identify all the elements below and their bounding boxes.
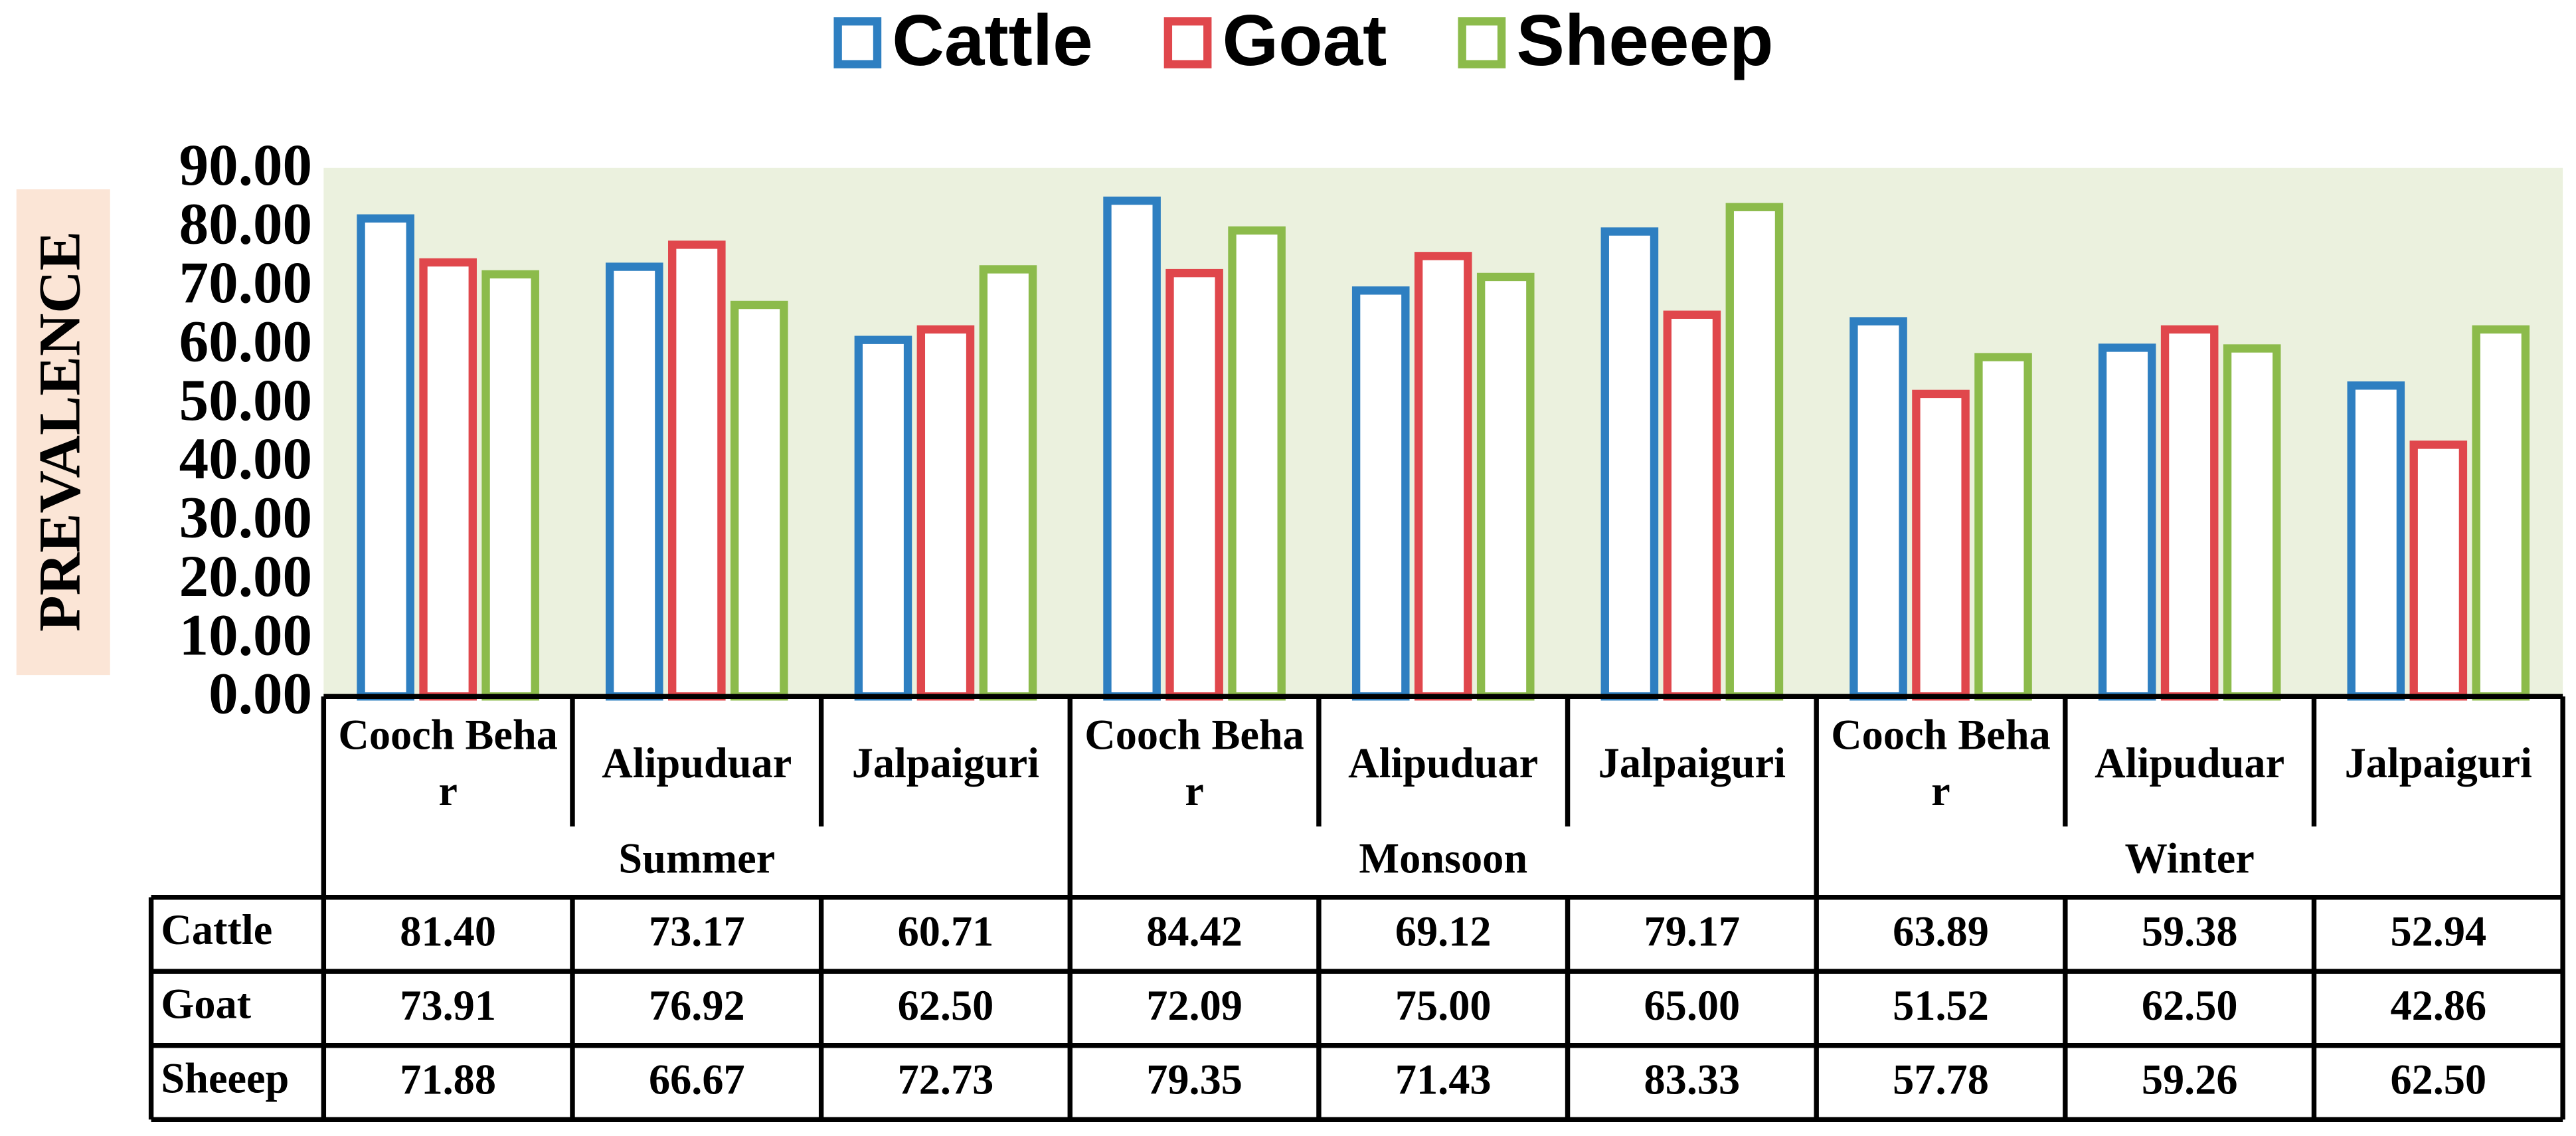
bar [979,265,1037,701]
table-value: 52.94 [2390,908,2486,955]
category-label: Jalpaiguri [851,738,1040,787]
category-label: Cooch Behar [1831,710,2051,814]
table-value: 79.17 [1644,908,1741,955]
category-label-box: Jalpaiguri [851,738,1040,787]
bar [1663,310,1721,701]
bar [2160,325,2219,701]
table-value: 66.67 [649,1056,745,1103]
y-tick-label: 80.00 [179,192,312,257]
category-label-box: Jalpaiguri [2344,738,2532,787]
y-tick-label: 50.00 [179,368,312,433]
table-value: 76.92 [649,982,745,1029]
bar [1228,226,1286,701]
table-value: 81.40 [400,908,496,955]
category-label: Alipuduar [2095,738,2285,787]
y-tick-label: 20.00 [179,544,312,609]
bar [1600,227,1659,701]
category-label-box: Cooch Behar [1084,710,1304,814]
bar [606,262,663,701]
bar [1725,203,1784,701]
y-axis-label: PREVALENCE [27,231,92,632]
category-label-box: Cooch Behar [338,710,558,814]
bar [1912,389,1970,701]
table-value: 69.12 [1395,908,1492,955]
legend-label: Goat [1223,0,1387,81]
table-value: 62.50 [2390,1056,2486,1103]
bar [2223,344,2281,701]
y-tick-label: 70.00 [179,250,312,316]
table-value: 57.78 [1893,1056,1989,1103]
y-axis-label-background [16,189,110,676]
bar [2347,381,2405,701]
y-tick-label: 90.00 [179,133,312,198]
table-value: 72.73 [898,1056,994,1103]
table-value: 83.33 [1644,1056,1741,1103]
category-label-box: Alipuduar [602,738,792,787]
table-value: 59.38 [2142,908,2238,955]
bar [1103,196,1161,701]
category-label-box: Cooch Behar [1831,710,2051,814]
table-value: 73.17 [649,908,745,955]
bar [1165,268,1223,701]
table-value: 51.52 [1893,982,1989,1029]
y-tick-label: 40.00 [179,426,312,492]
bar [481,270,539,701]
bar [668,240,726,701]
category-label: Cooch Behar [338,710,558,814]
bar [1849,317,1907,701]
legend-swatch [833,17,882,68]
table-value: 65.00 [1644,982,1741,1029]
table-value: 63.89 [1893,908,1989,955]
bar [2409,440,2468,701]
legend-swatch [1163,17,1212,68]
table-value: 73.91 [400,982,496,1029]
category-label-box: Jalpaiguri [1598,738,1786,787]
bar [1476,272,1535,701]
table-value: 75.00 [1395,982,1492,1029]
bar [854,335,912,701]
group-label: Summer [618,834,775,882]
category-label: Jalpaiguri [1598,738,1786,787]
table-value: 79.35 [1146,1056,1243,1103]
row-label: Cattle [161,906,272,953]
category-label: Alipuduar [1348,738,1539,787]
bar [1351,286,1410,701]
category-label: Alipuduar [602,738,792,787]
table-value: 62.50 [898,982,994,1029]
bar [2098,343,2156,701]
y-tick-label: 10.00 [179,603,312,668]
y-tick-label: 0.00 [209,662,312,727]
legend-label: Cattle [892,0,1092,81]
bar [916,325,975,701]
table-value: 84.42 [1146,908,1243,955]
y-tick-label: 60.00 [179,309,312,374]
bar [730,300,788,701]
group-label: Monsoon [1359,834,1527,882]
row-label: Sheeep [161,1054,289,1101]
table-value: 62.50 [2142,982,2238,1029]
group-label: Winter [2125,834,2255,882]
category-label-box: Alipuduar [2095,738,2285,787]
y-tick-label: 30.00 [179,486,312,551]
table-value: 42.86 [2390,982,2486,1029]
bar [1974,353,2032,701]
bar [419,258,477,701]
category-label: Cooch Behar [1084,710,1304,814]
row-label: Goat [161,981,251,1028]
table-value: 72.09 [1146,982,1243,1029]
category-label: Jalpaiguri [2344,738,2532,787]
legend-label: Sheeep [1516,0,1773,81]
table-value: 71.43 [1395,1056,1492,1103]
bar [2472,325,2530,701]
legend-swatch [1458,17,1506,68]
bar [357,214,414,701]
table-value: 71.88 [400,1056,496,1103]
table-value: 59.26 [2142,1056,2238,1103]
category-label-box: Alipuduar [1348,738,1539,787]
table-value: 60.71 [898,908,994,955]
bar [1414,252,1472,701]
